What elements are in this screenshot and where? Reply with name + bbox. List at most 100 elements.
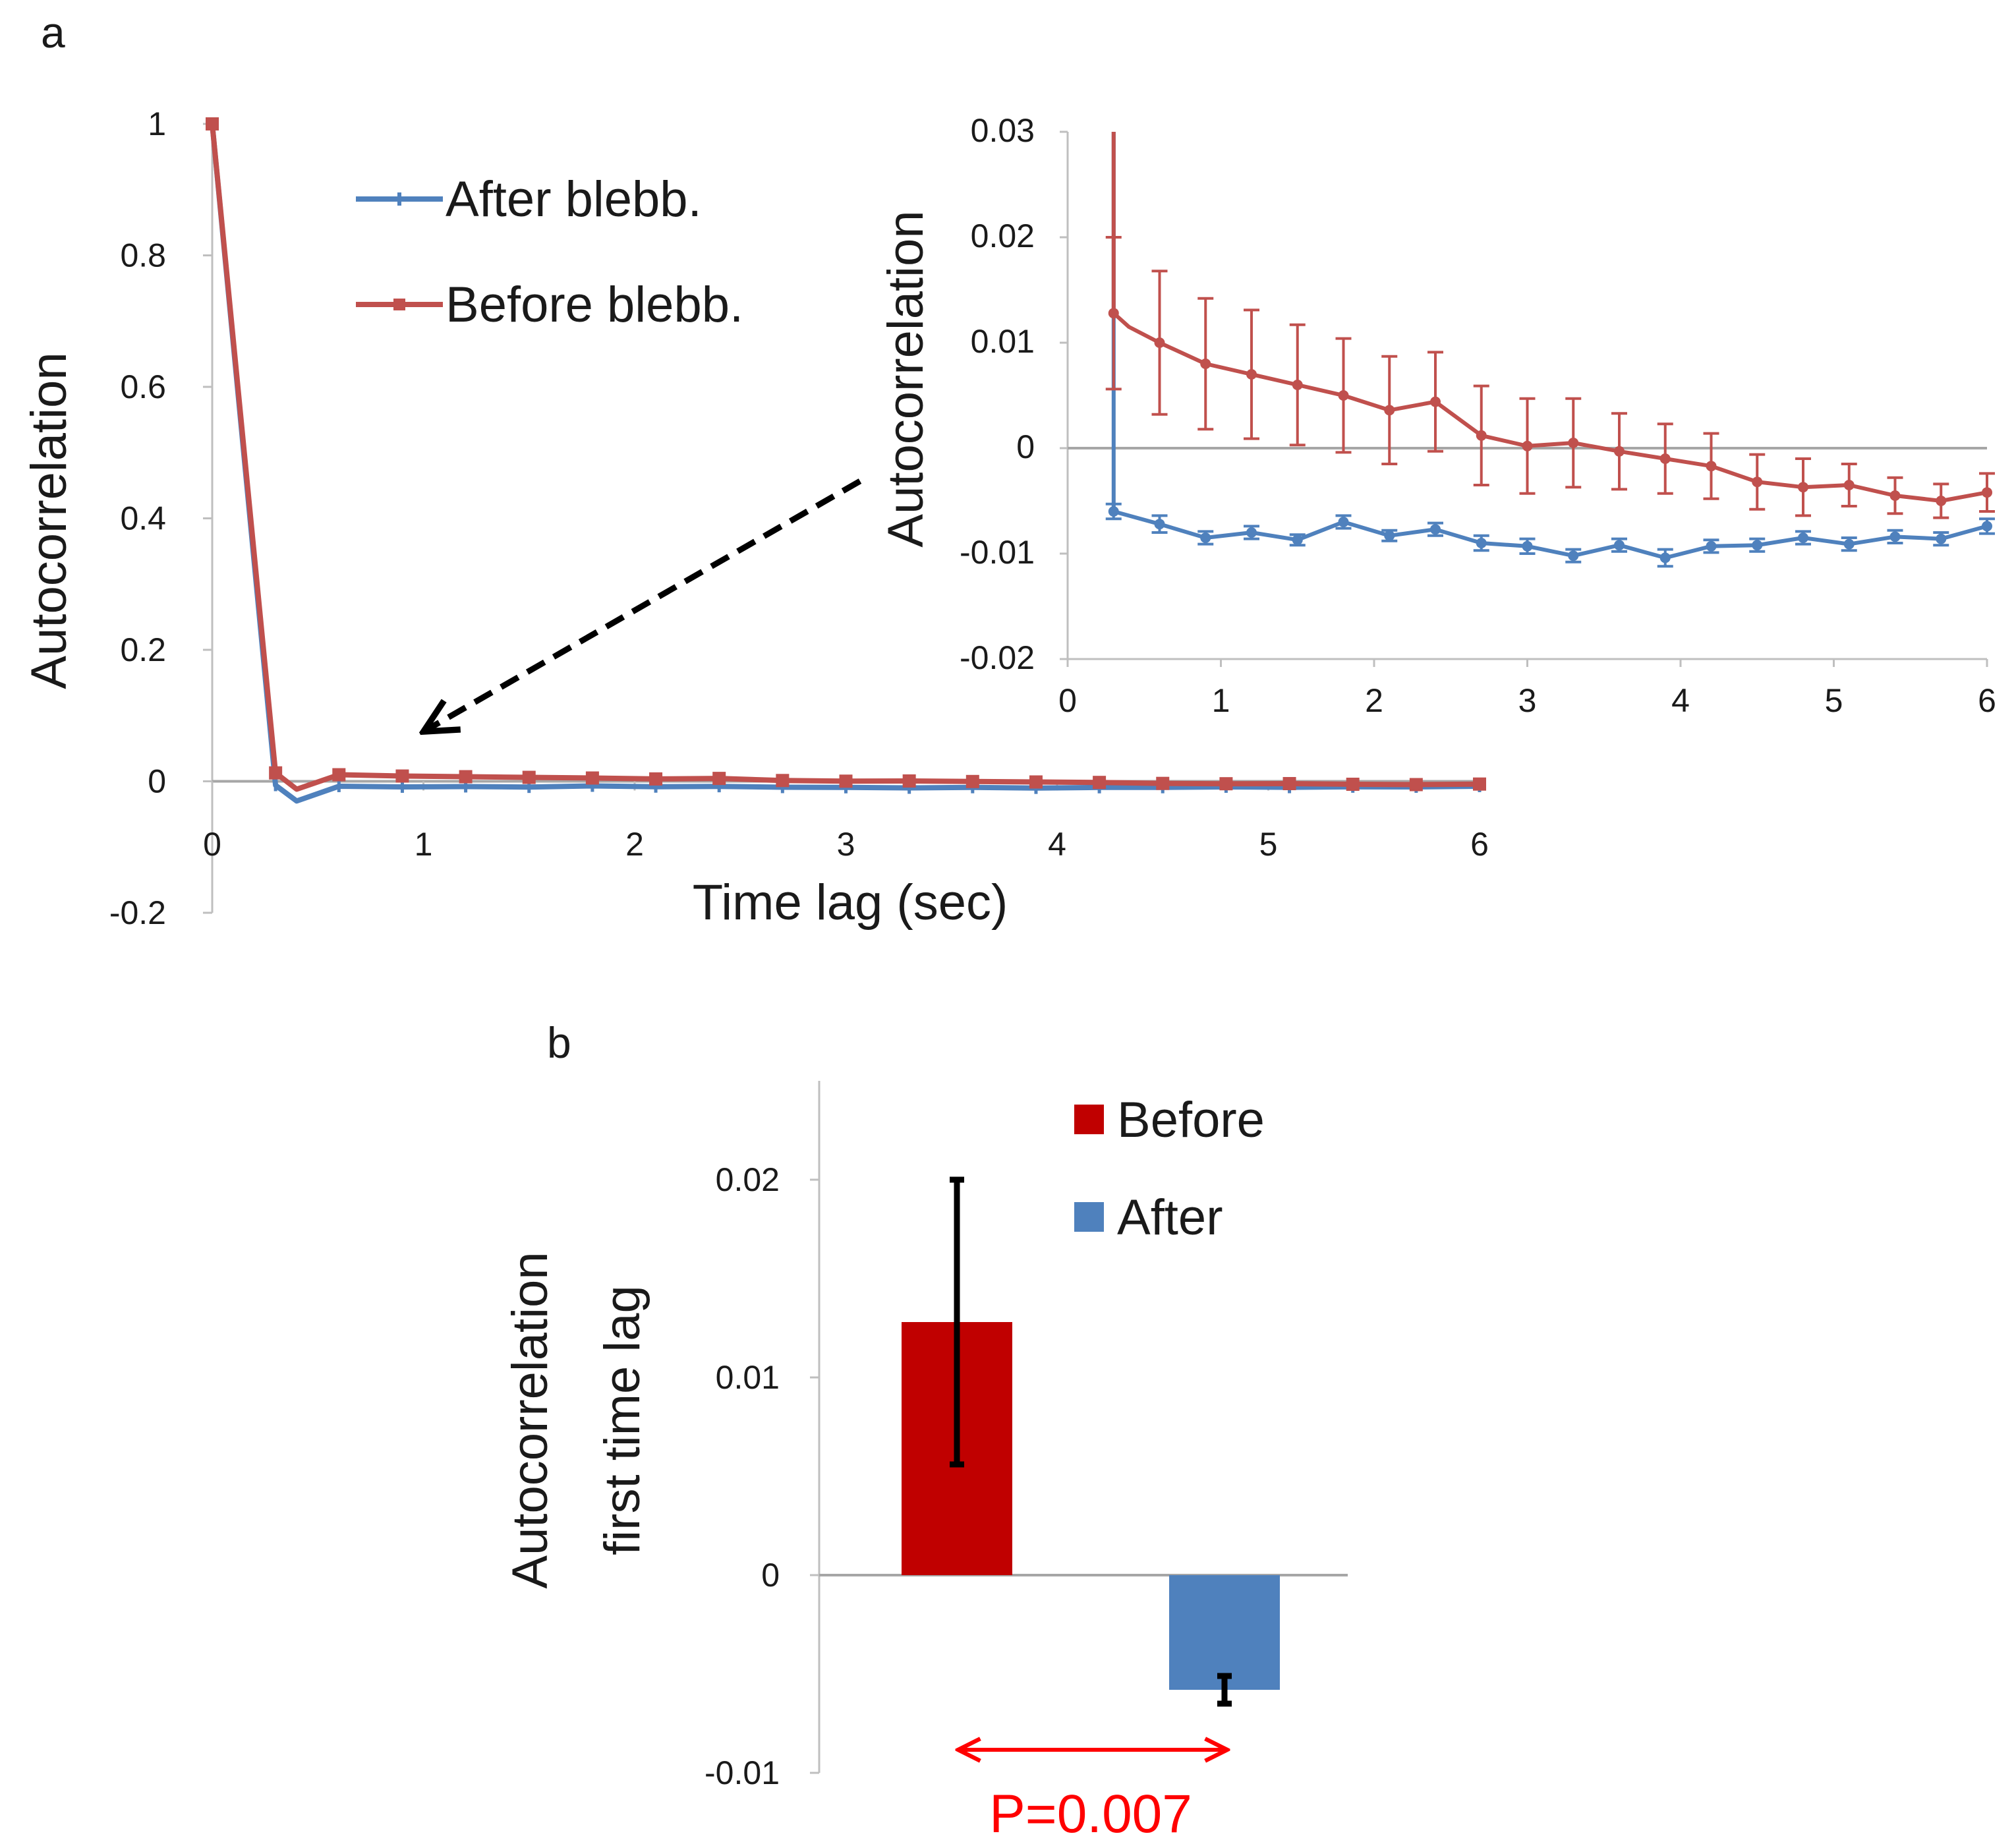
bar-y-tick-label: 0.01 (716, 1359, 780, 1396)
main-x-axis-label: Time lag (sec) (693, 875, 1008, 931)
bar-legend-label-before: Before (1117, 1092, 1265, 1148)
inset-point-before (1936, 496, 1947, 506)
main-point-before (1346, 777, 1360, 791)
inset-point-before (1430, 396, 1441, 407)
bar-chart: -0.01 0 0.01 0.02 Autocorrelation first tim… (502, 1081, 1348, 1844)
inset-point-after (1384, 530, 1395, 541)
inset-x-tick-label: 0 (1058, 682, 1077, 719)
inset-series-line-before (1111, 132, 1988, 503)
inset-point-before (1384, 405, 1395, 416)
main-y-tick-label: 1 (148, 105, 166, 142)
inset-point-before (1200, 359, 1211, 369)
bar-y-tick-label: 0 (761, 1557, 780, 1594)
inset-point-before (1798, 482, 1808, 493)
inset-series-line-after (1111, 132, 1988, 560)
main-y-tick-label: 0.4 (120, 500, 166, 537)
inset-point-after (1246, 527, 1257, 538)
main-y-axis-label: Autocorrelation (21, 352, 77, 689)
main-legend: After blebb. Before blebb. (356, 171, 743, 333)
main-point-before (522, 770, 536, 784)
bar-legend-swatch-before (1074, 1105, 1104, 1134)
main-chart: -0.2 0 0.2 0.4 0.6 0.8 1 0 1 2 3 4 5 6 Time lag (sec)… (21, 105, 1489, 931)
inset-point-after (1200, 533, 1211, 543)
zoom-arrow (427, 478, 862, 730)
main-point-before (712, 772, 726, 786)
inset-x-tick-label: 5 (1825, 682, 1843, 719)
main-point-before (332, 768, 346, 782)
main-point-before (585, 771, 599, 785)
main-y-tick-label: 0.2 (120, 631, 166, 668)
inset-point-before (1108, 308, 1119, 319)
inset-y-tick-label: -0.02 (960, 639, 1035, 676)
main-point-before (1029, 775, 1043, 789)
main-series-line-before (210, 123, 1480, 792)
inset-point-after (1522, 540, 1533, 552)
inset-point-before (1246, 369, 1257, 380)
legend-label-after: After blebb. (446, 171, 702, 227)
main-point-before (269, 766, 283, 780)
inset-point-after (1798, 533, 1808, 543)
main-x-tick-label: 4 (1048, 826, 1066, 863)
inset-point-before (1568, 438, 1579, 448)
inset-point-before (1659, 453, 1671, 464)
main-y-tick-label: 0 (148, 763, 166, 800)
main-point-before (1219, 777, 1233, 791)
main-point-before (1156, 776, 1170, 790)
inset-y-tick-label: 0.01 (971, 323, 1035, 360)
bar-legend: Before After (1074, 1092, 1265, 1246)
main-point-before (395, 769, 409, 783)
bar-axes: -0.01 0 0.01 0.02 (705, 1081, 1348, 1791)
main-series (206, 117, 1486, 804)
inset-point-after (1936, 533, 1947, 544)
inset-point-before (1752, 476, 1763, 488)
inset-point-after (1476, 538, 1487, 548)
inset-point-after (1659, 552, 1671, 563)
inset-y-tick-label: -0.01 (960, 534, 1035, 571)
legend-label-before: Before blebb. (446, 277, 743, 333)
main-point-before (776, 774, 790, 788)
main-y-tick-label: 0.8 (120, 237, 166, 274)
bar-y-tick-label: 0.02 (716, 1161, 780, 1198)
inset-point-before (1338, 390, 1349, 401)
inset-point-before (1154, 337, 1165, 348)
inset-point-after (1889, 531, 1901, 542)
inset-series (1105, 132, 1995, 568)
panel-label-b: b (547, 1018, 571, 1067)
inset-point-after (1982, 521, 1992, 532)
bar-y-tick-label: -0.01 (705, 1754, 780, 1791)
inset-point-before (1614, 446, 1625, 457)
inset-chart: -0.02 -0.01 0 0.01 0.02 0.03 0 1 2 3 4 5 6 Autocorre… (878, 112, 1996, 719)
main-point-before (649, 772, 663, 786)
inset-y-tick-label: 0.03 (971, 112, 1035, 149)
main-series-line-after (210, 123, 1480, 804)
inset-point-before (1522, 440, 1533, 451)
inset-y-tick-label: 0 (1016, 428, 1035, 465)
inset-point-after (1154, 519, 1165, 530)
main-x-tick-label: 3 (837, 826, 855, 863)
bar-after (1169, 1575, 1280, 1690)
inset-point-after (1292, 534, 1303, 546)
inset-point-before (1706, 461, 1717, 472)
main-point-before (839, 774, 853, 788)
main-point-before (1409, 778, 1423, 792)
inset-point-before (1889, 490, 1901, 501)
inset-point-before (1843, 480, 1855, 490)
bar-marks (902, 1176, 1280, 1707)
inset-x-tick-label: 2 (1365, 682, 1383, 719)
main-point-before (965, 774, 979, 788)
legend-marker-before (393, 299, 405, 310)
main-x-tick-label: 0 (203, 826, 221, 863)
inset-point-before (1292, 380, 1303, 390)
inset-x-tick-label: 4 (1671, 682, 1690, 719)
inset-y-tick-label: 0.02 (971, 217, 1035, 254)
inset-point-before (1476, 430, 1487, 441)
main-y-tick-label: 0.6 (120, 368, 166, 405)
panel-label-a: a (41, 8, 65, 57)
main-point-before (1473, 777, 1486, 791)
main-point-before (206, 117, 219, 130)
inset-point-before (1982, 487, 1992, 498)
main-x-tick-label: 5 (1259, 826, 1278, 863)
inset-point-after (1614, 540, 1625, 551)
inset-point-after (1752, 540, 1763, 551)
main-axes: -0.2 0 0.2 0.4 0.6 0.8 1 0 1 2 3 4 5 6 (109, 105, 1489, 931)
